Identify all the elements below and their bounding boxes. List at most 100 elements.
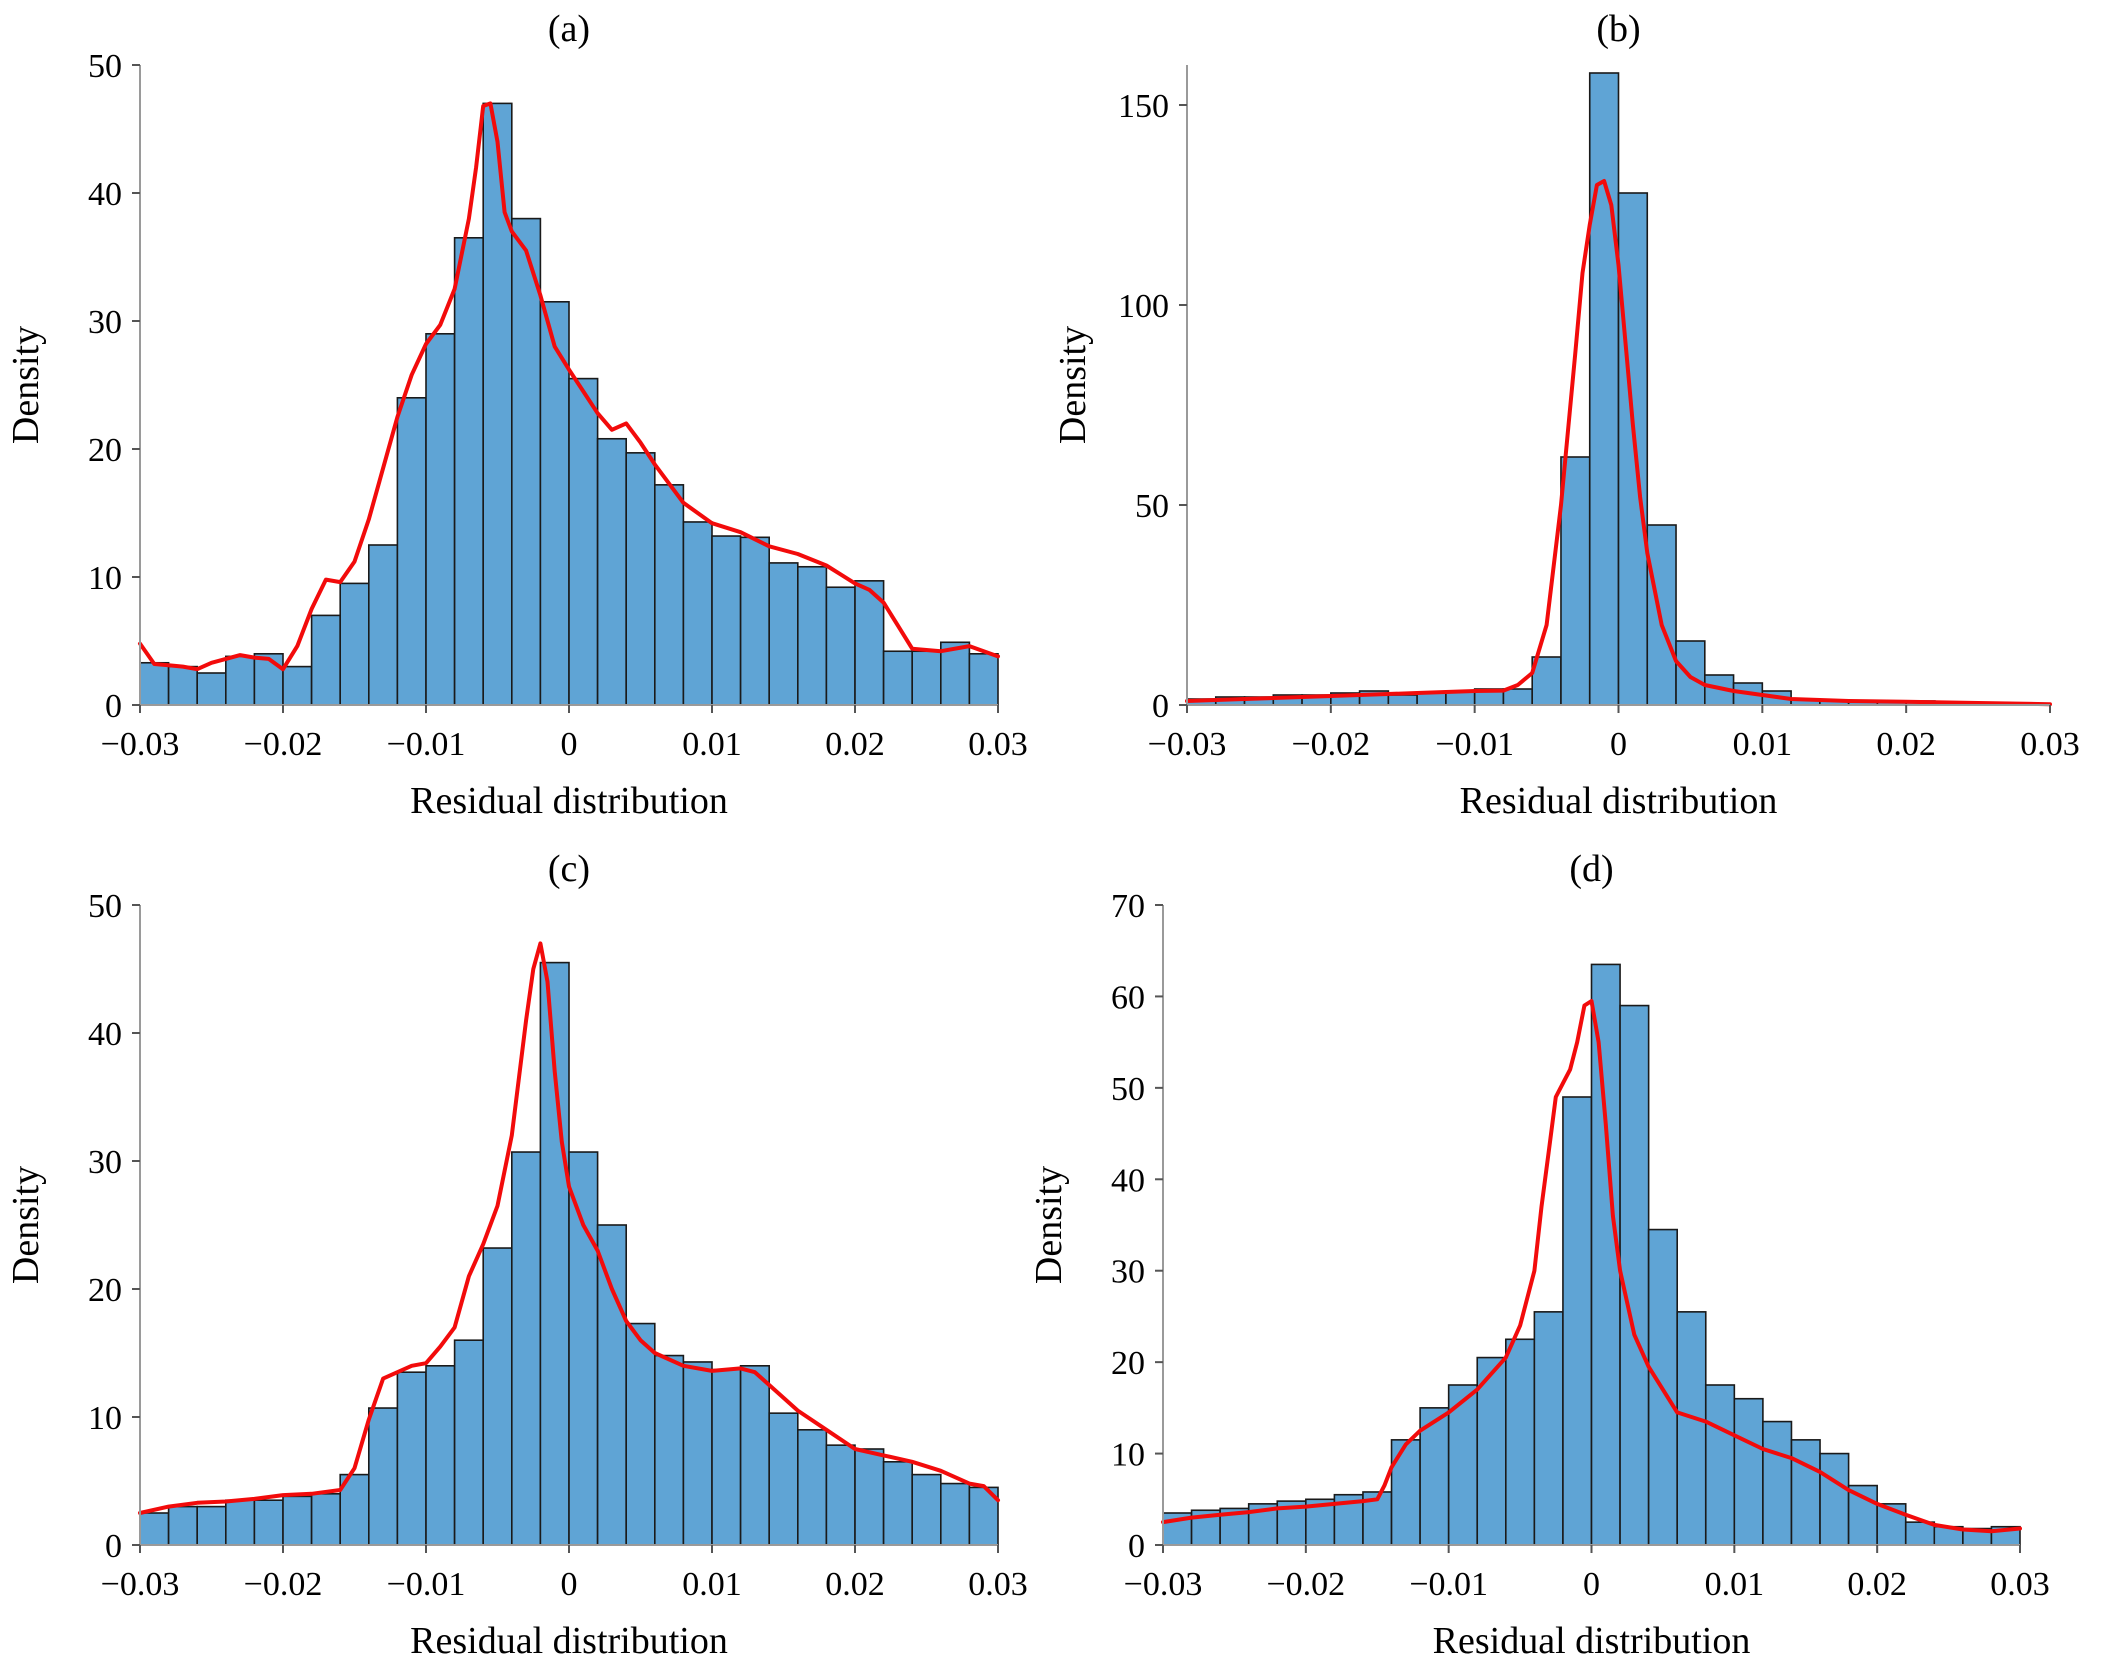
y-axis-title-c: Density	[5, 1166, 47, 1284]
x-tick-label-d-4: 0.01	[1705, 1566, 1765, 1603]
x-axis-title-d: Residual distribution	[1433, 1620, 1751, 1662]
bar-b-12	[1531, 656, 1562, 706]
bar-a-24	[825, 586, 856, 706]
x-tick-label-c-2: −0.01	[387, 1566, 466, 1603]
bar-d-17	[1647, 1228, 1678, 1546]
x-tick-label-b-2: −0.01	[1435, 726, 1514, 763]
bar-a-18	[653, 484, 685, 706]
kde-line-b	[1185, 179, 2052, 707]
bar-c-25	[854, 1448, 885, 1546]
bar-c-12	[482, 1247, 513, 1546]
x-tick-label-a-3: 0	[561, 726, 578, 763]
bar-c-5	[282, 1495, 313, 1546]
panel-a: −0.03 −0.02 −0.01 0 0.01 0.02 0.03 0 10 20 30 40 50 (…	[5, 8, 1028, 822]
bar-d-14	[1562, 1096, 1593, 1546]
x-tick-label-c-1: −0.02	[244, 1566, 323, 1603]
bar-a-11	[453, 237, 485, 706]
y-tick-label-b-2: 100	[1118, 288, 1169, 325]
bar-c-16	[596, 1224, 627, 1546]
bar-a-10	[425, 332, 456, 706]
x-tick-label-b-1: −0.02	[1291, 726, 1370, 763]
bar-d-10	[1447, 1384, 1479, 1546]
bar-d-20	[1733, 1397, 1764, 1546]
x-tick-label-a-2: −0.01	[387, 726, 466, 763]
x-tick-label-d-5: 0.02	[1847, 1566, 1907, 1603]
x-tick-label-b-0: −0.03	[1148, 726, 1227, 763]
panel-title-b: (b)	[1596, 8, 1640, 50]
y-tick-label-b-0: 0	[1152, 688, 1169, 725]
y-tick-label-c-4: 40	[88, 1016, 122, 1053]
bar-a-29	[968, 652, 999, 706]
bar-b-15	[1617, 192, 1649, 706]
bar-a-23	[796, 565, 828, 706]
bar-a-19	[682, 521, 713, 706]
x-tick-label-d-3: 0	[1583, 1566, 1600, 1603]
bar-a-6	[310, 614, 342, 706]
bar-c-28	[939, 1482, 971, 1546]
y-tick-label-a-1: 10	[88, 560, 122, 597]
y-tick-label-d-3: 30	[1111, 1254, 1145, 1291]
x-tick-label-d-2: −0.01	[1409, 1566, 1488, 1603]
bar-a-16	[596, 437, 627, 706]
y-tick-label-d-6: 60	[1111, 979, 1145, 1016]
bar-d-22	[1790, 1439, 1821, 1546]
bar-a-9	[396, 396, 427, 706]
bar-c-17	[625, 1322, 656, 1546]
bar-d-26	[1904, 1521, 1936, 1546]
bar-c-6	[310, 1493, 342, 1546]
y-tick-label-d-4: 40	[1111, 1162, 1145, 1199]
y-tick-label-a-2: 20	[88, 432, 122, 469]
bar-a-17	[625, 452, 656, 706]
y-tick-label-a-5: 50	[88, 48, 122, 85]
bar-a-1	[167, 665, 199, 706]
bar-a-3	[225, 655, 256, 706]
x-tick-label-a-0: −0.03	[101, 726, 180, 763]
bar-b-17	[1675, 640, 1706, 706]
bar-a-5	[282, 665, 313, 706]
y-tick-label-a-0: 0	[105, 688, 122, 725]
y-tick-label-b-3: 150	[1118, 88, 1169, 125]
x-tick-label-c-3: 0	[561, 1566, 578, 1603]
y-axis-title-d: Density	[1028, 1166, 1070, 1284]
bar-c-21	[739, 1365, 770, 1546]
bar-a-26	[882, 650, 913, 706]
bar-c-18	[653, 1354, 685, 1546]
bar-c-29	[968, 1486, 999, 1546]
x-tick-label-c-5: 0.02	[825, 1566, 885, 1603]
x-tick-label-b-5: 0.02	[1876, 726, 1936, 763]
bar-a-8	[367, 544, 399, 706]
bar-c-15	[568, 1151, 599, 1546]
x-tick-label-a-6: 0.03	[968, 726, 1028, 763]
x-tick-label-a-4: 0.01	[682, 726, 742, 763]
bar-d-16	[1619, 1004, 1650, 1546]
x-tick-label-c-4: 0.01	[682, 1566, 742, 1603]
bar-c-13	[510, 1151, 542, 1546]
x-tick-label-c-6: 0.03	[968, 1566, 1028, 1603]
y-tick-label-c-1: 10	[88, 1400, 122, 1437]
y-tick-label-a-3: 30	[88, 304, 122, 341]
y-tick-label-c-2: 20	[88, 1272, 122, 1309]
bar-c-20	[711, 1368, 742, 1546]
x-tick-label-c-0: −0.03	[101, 1566, 180, 1603]
y-tick-label-a-4: 40	[88, 176, 122, 213]
y-tick-label-d-1: 10	[1111, 1437, 1145, 1474]
bar-d-19	[1704, 1384, 1736, 1546]
bar-a-4	[253, 652, 284, 706]
bar-c-26	[882, 1461, 913, 1546]
panel-c: −0.03 −0.02 −0.01 0 0.01 0.02 0.03 0 10 20 30 40 50 (…	[5, 848, 1028, 1662]
x-tick-label-b-6: 0.03	[2020, 726, 2080, 763]
bar-a-15	[568, 377, 599, 706]
bar-a-22	[768, 562, 799, 706]
bar-c-23	[796, 1429, 828, 1546]
bar-b-7	[1387, 694, 1418, 706]
x-tick-label-d-1: −0.02	[1266, 1566, 1345, 1603]
bar-c-2	[196, 1505, 227, 1546]
panel-d: −0.03 −0.02 −0.01 0 0.01 0.02 0.03 0 10 20 30 40 50 6…	[1028, 848, 2050, 1662]
y-tick-label-d-0: 0	[1128, 1528, 1145, 1565]
panel-title-a: (a)	[548, 8, 590, 50]
bar-b-11	[1502, 688, 1534, 706]
bar-a-20	[711, 535, 742, 706]
bar-a-7	[339, 582, 370, 706]
x-axis-title-a: Residual distribution	[410, 780, 728, 822]
x-tick-label-b-4: 0.01	[1733, 726, 1793, 763]
